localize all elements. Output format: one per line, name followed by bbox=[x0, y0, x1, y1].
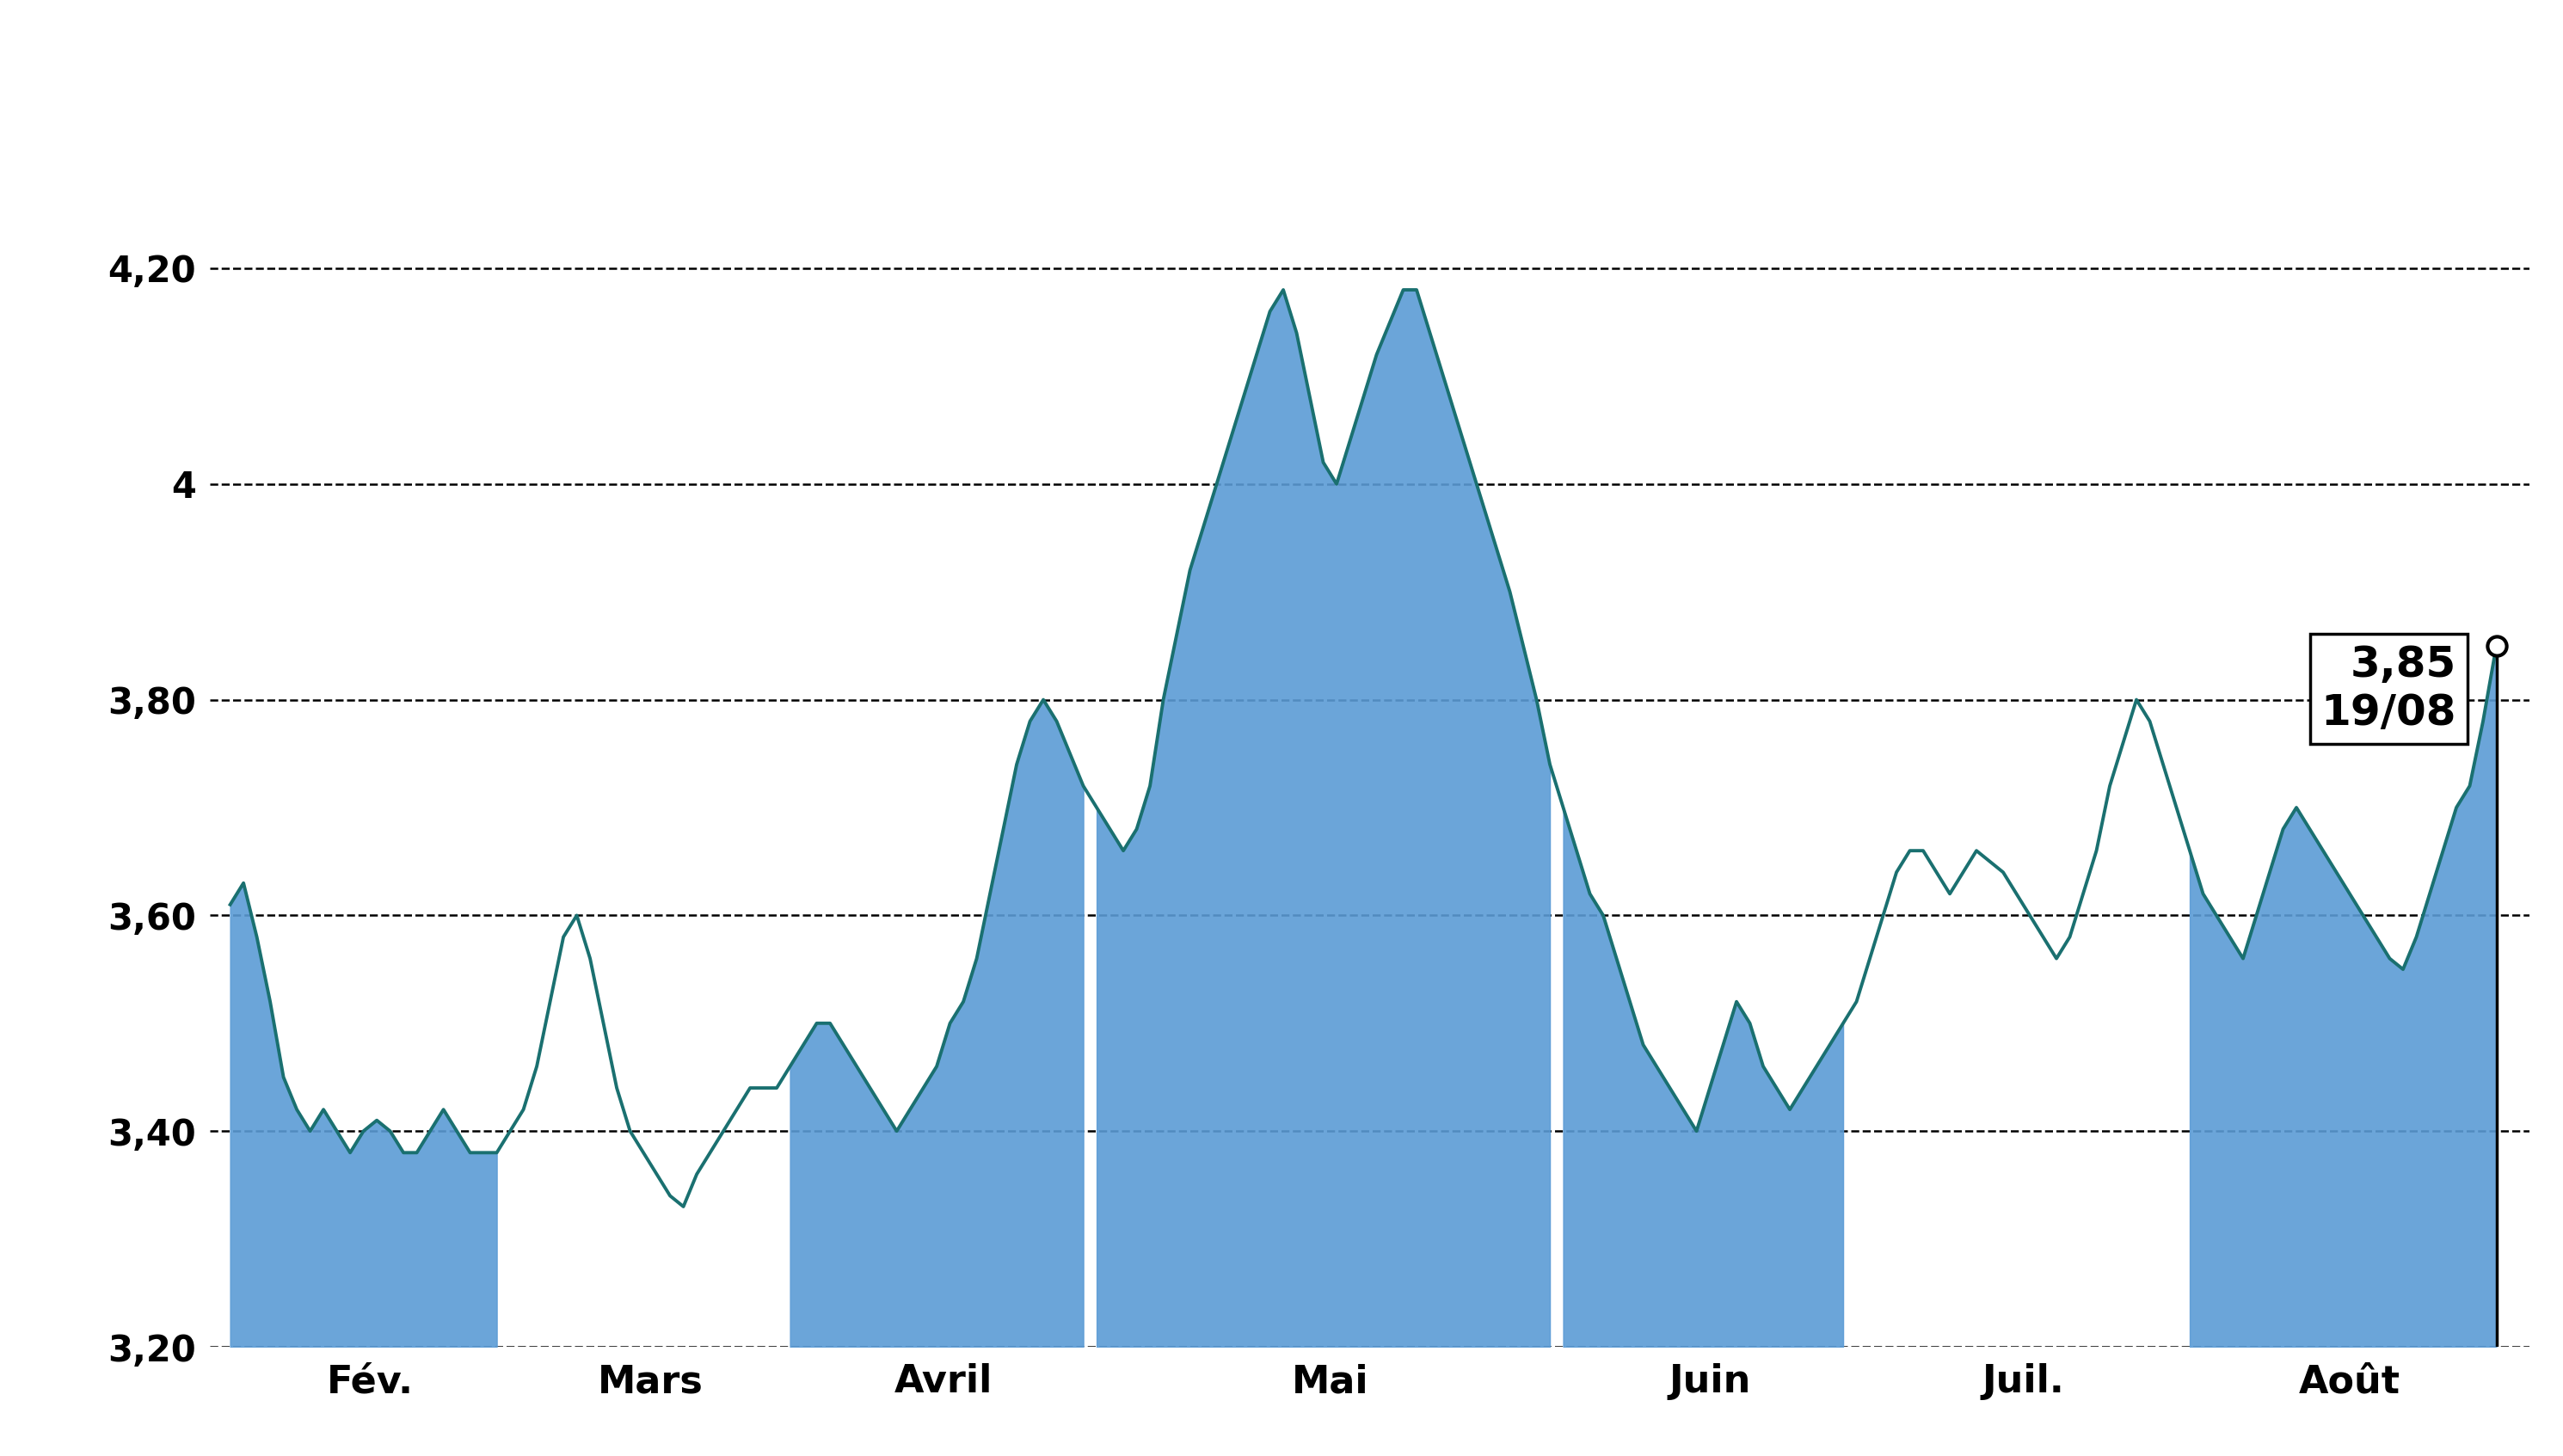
Text: Borussia Dortmund GmbH & Co KGaA: Borussia Dortmund GmbH & Co KGaA bbox=[341, 35, 2222, 122]
Text: 3,85
19/08: 3,85 19/08 bbox=[2322, 645, 2455, 734]
